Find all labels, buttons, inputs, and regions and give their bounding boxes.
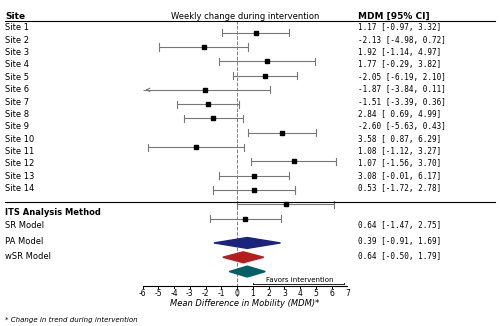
Text: -2: -2	[202, 289, 209, 298]
Text: 6: 6	[330, 289, 334, 298]
Text: 2.84 [ 0.69, 4.99]: 2.84 [ 0.69, 4.99]	[358, 110, 441, 119]
Text: 5: 5	[314, 289, 318, 298]
Text: * Change in trend during intervention: * Change in trend during intervention	[5, 317, 138, 323]
Text: Site 14: Site 14	[5, 184, 34, 193]
Text: -2.13 [-4.98, 0.72]: -2.13 [-4.98, 0.72]	[358, 36, 446, 45]
Text: Site 2: Site 2	[5, 36, 29, 45]
Text: Site 10: Site 10	[5, 135, 34, 144]
Text: 1.17 [-0.97, 3.32]: 1.17 [-0.97, 3.32]	[358, 23, 441, 32]
Text: 1: 1	[250, 289, 256, 298]
Text: -3: -3	[186, 289, 194, 298]
Text: -1.51 [-3.39, 0.36]: -1.51 [-3.39, 0.36]	[358, 97, 446, 107]
Text: -1: -1	[218, 289, 225, 298]
Text: Favors intervention: Favors intervention	[266, 276, 334, 283]
Text: MDM [95% CI]: MDM [95% CI]	[358, 12, 429, 21]
Text: -6: -6	[138, 289, 146, 298]
Text: Site: Site	[5, 12, 25, 21]
Text: 1.92 [-1.14, 4.97]: 1.92 [-1.14, 4.97]	[358, 48, 441, 57]
Text: wSR Model: wSR Model	[5, 252, 51, 261]
Text: -4: -4	[170, 289, 178, 298]
Text: Site 1: Site 1	[5, 23, 29, 32]
Text: Site 9: Site 9	[5, 122, 29, 131]
Polygon shape	[229, 266, 266, 277]
Text: 3.08 [-0.01, 6.17]: 3.08 [-0.01, 6.17]	[358, 172, 441, 181]
Text: 1.08 [-1.12, 3.27]: 1.08 [-1.12, 3.27]	[358, 147, 441, 156]
Text: Site 5: Site 5	[5, 73, 29, 82]
Polygon shape	[214, 238, 280, 248]
Text: Site 3: Site 3	[5, 48, 29, 57]
Text: SR Model: SR Model	[5, 221, 44, 230]
Text: Site 4: Site 4	[5, 60, 29, 69]
Text: Site 13: Site 13	[5, 172, 34, 181]
Text: PA Model: PA Model	[5, 237, 44, 246]
Text: Site 11: Site 11	[5, 147, 34, 156]
Text: Site 12: Site 12	[5, 159, 34, 169]
Text: 0: 0	[234, 289, 240, 298]
Text: -1.87 [-3.84, 0.11]: -1.87 [-3.84, 0.11]	[358, 85, 446, 94]
Text: 7: 7	[345, 289, 350, 298]
Text: -2.05 [-6.19, 2.10]: -2.05 [-6.19, 2.10]	[358, 73, 446, 82]
Text: -2.60 [-5.63, 0.43]: -2.60 [-5.63, 0.43]	[358, 122, 446, 131]
Text: Mean Difference in Mobility (MDM)*: Mean Difference in Mobility (MDM)*	[170, 300, 320, 308]
Text: 4: 4	[298, 289, 302, 298]
Text: 1.77 [-0.29, 3.82]: 1.77 [-0.29, 3.82]	[358, 60, 441, 69]
Text: Site 7: Site 7	[5, 97, 29, 107]
Text: 0.64 [-1.47, 2.75]: 0.64 [-1.47, 2.75]	[358, 221, 441, 230]
Text: 3: 3	[282, 289, 287, 298]
Text: 0.39 [-0.91, 1.69]: 0.39 [-0.91, 1.69]	[358, 237, 441, 246]
Text: 1.07 [-1.56, 3.70]: 1.07 [-1.56, 3.70]	[358, 159, 441, 169]
Polygon shape	[223, 252, 264, 263]
Text: ITS Analysis Method: ITS Analysis Method	[5, 208, 101, 217]
Text: Site 6: Site 6	[5, 85, 29, 94]
Text: 0.53 [-1.72, 2.78]: 0.53 [-1.72, 2.78]	[358, 184, 441, 193]
Text: -5: -5	[154, 289, 162, 298]
Text: Site 8: Site 8	[5, 110, 29, 119]
Text: Weekly change during intervention: Weekly change during intervention	[171, 12, 319, 21]
Text: 0.64 [-0.50, 1.79]: 0.64 [-0.50, 1.79]	[358, 252, 441, 261]
Text: 3.58 [ 0.87, 6.29]: 3.58 [ 0.87, 6.29]	[358, 135, 441, 144]
Text: 2: 2	[266, 289, 271, 298]
